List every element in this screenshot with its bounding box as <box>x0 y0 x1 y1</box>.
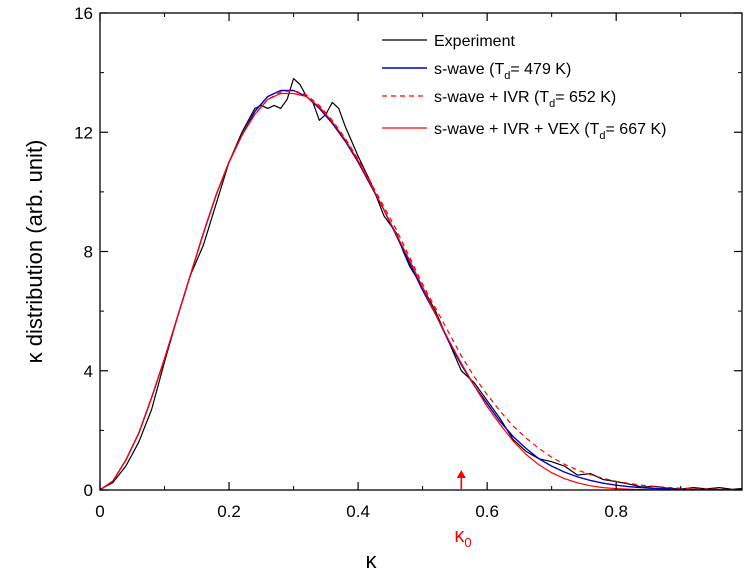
y-tick-label: 8 <box>84 243 93 262</box>
x-tick-labels: 0 0.2 0.4 0.6 0.8 <box>95 502 628 521</box>
y-tick-label: 12 <box>74 123 93 142</box>
tick-marks <box>99 12 742 491</box>
x-axis-title: κ <box>366 548 378 573</box>
legend-label-3: s-wave + IVR + VEX (Td= 667 K) <box>434 121 666 142</box>
legend: Experiment s-wave (Td= 479 K) s-wave + IVR… <box>382 33 666 142</box>
x-tick-label: 0.2 <box>217 502 241 521</box>
marker-arrow-head <box>456 470 466 478</box>
series-line-2 <box>100 89 742 490</box>
series-line-1 <box>100 89 742 490</box>
series-line-0 <box>100 77 742 490</box>
legend-label-2: s-wave + IVR (Td= 652 K) <box>434 89 616 110</box>
x-tick-label: 0.4 <box>346 502 370 521</box>
x-tick-label: 0.8 <box>604 502 628 521</box>
x-tick-label: 0 <box>95 502 104 521</box>
y-axis-title: κ distribution (arb. unit) <box>22 140 47 364</box>
y-tick-label: 4 <box>84 362 93 381</box>
y-tick-label: 0 <box>84 481 93 500</box>
legend-label-1: s-wave (Td= 479 K) <box>434 61 571 82</box>
plot-frame <box>99 12 743 491</box>
x-tick-label: 0.6 <box>475 502 499 521</box>
series-line-3 <box>100 92 742 490</box>
legend-label-0: Experiment <box>434 33 515 50</box>
y-tick-label: 16 <box>74 4 93 23</box>
y-tick-labels: 0 4 8 12 16 <box>74 4 93 500</box>
kappa0-label: κ0 <box>454 525 471 550</box>
plot-curves <box>100 77 742 490</box>
kappa0-marker: κ0 <box>454 470 472 550</box>
